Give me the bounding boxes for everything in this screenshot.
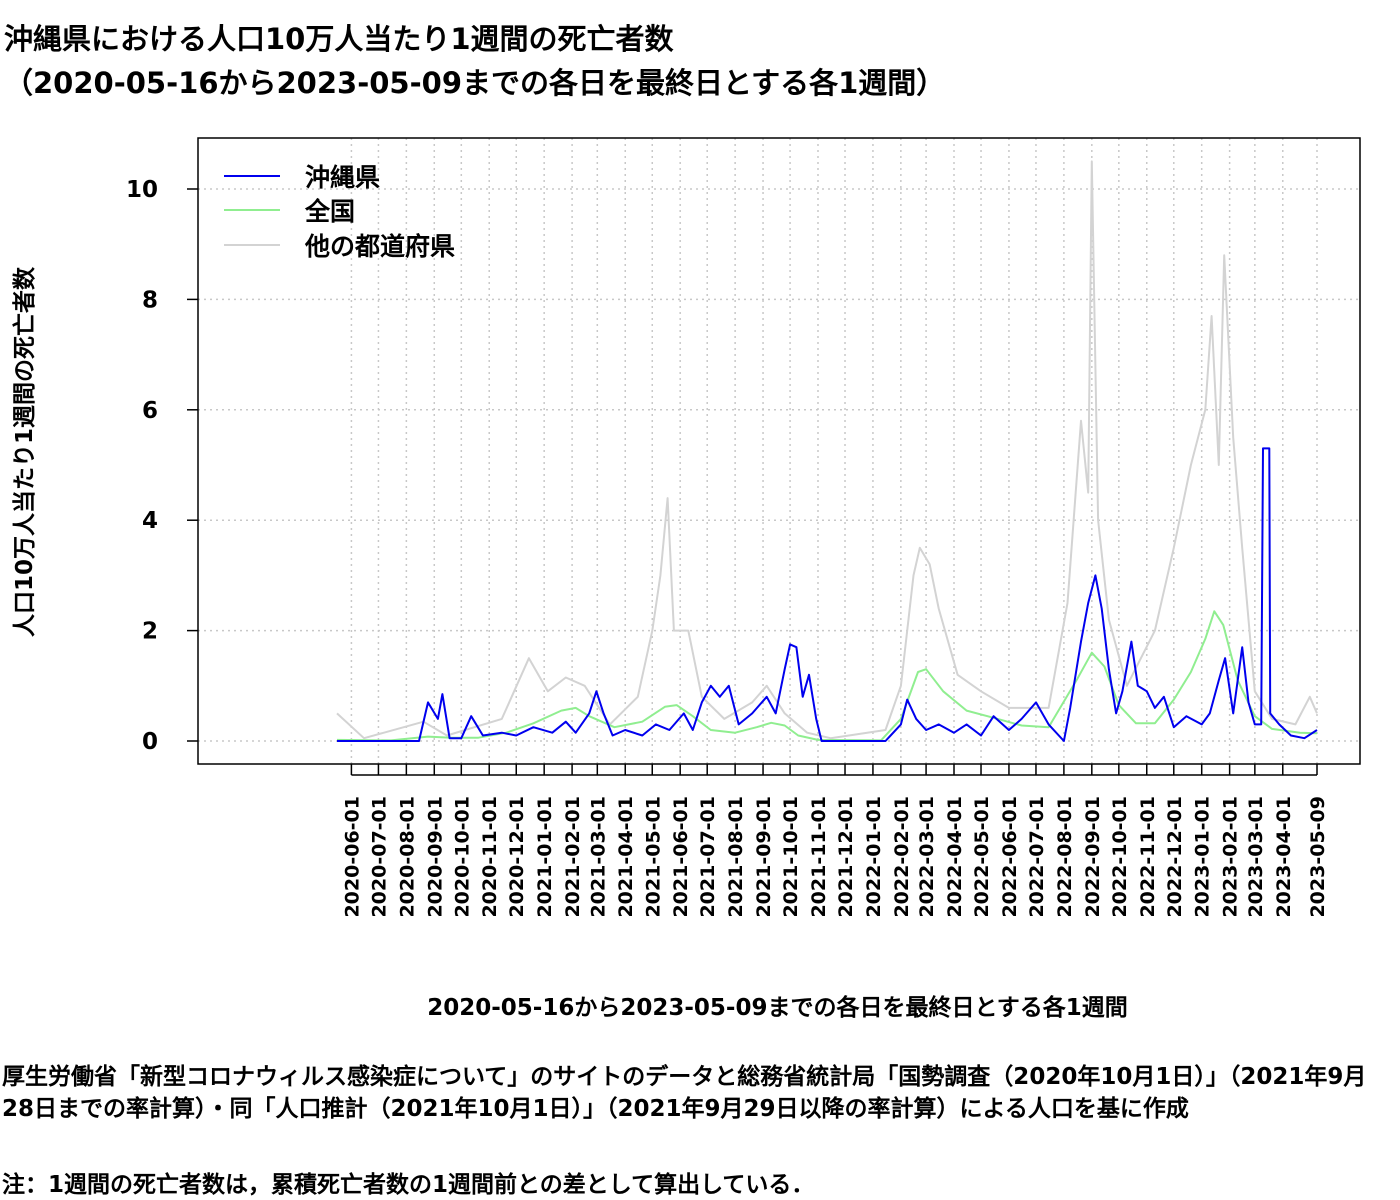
x-tick-label: 2022-09-01 (1082, 796, 1104, 918)
x-tick-label: 2021-02-01 (562, 796, 584, 918)
x-tick-label: 2022-07-01 (1026, 796, 1048, 918)
x-tick-label: 2022-02-01 (891, 796, 913, 918)
x-axis: 2020-06-01 2020-07-01 2020-08-01 2020-09-01… (341, 764, 1329, 918)
y-axis-title: 人口10万人当たり1週間の死亡者数 (12, 266, 38, 638)
plot-frame (197, 137, 1361, 765)
x-tick-label: 2020-09-01 (424, 796, 446, 918)
y-tick-label: 8 (142, 287, 158, 313)
legend-label: 沖縄県 (305, 163, 380, 192)
x-tick-label: 2021-10-01 (780, 796, 802, 918)
chart-title: 沖縄県における人口10万人当たり1週間の死亡者数 (4, 22, 674, 56)
legend-label: 全国 (304, 197, 355, 226)
note-text: 注：1週間の死亡者数は，累積死亡者数の1週間前との差として算出している． (2, 1172, 815, 1198)
x-tick-label: 2022-08-01 (1054, 796, 1076, 918)
national-line (336, 610, 1318, 742)
x-tick-label: 2022-11-01 (1137, 796, 1159, 918)
x-tick-label: 2021-12-01 (835, 796, 857, 918)
x-tick-label: 2021-06-01 (670, 796, 692, 918)
okinawa-line (337, 447, 1318, 742)
x-tick-label: 2022-01-01 (863, 796, 885, 918)
x-tick-label: 2021-08-01 (725, 796, 747, 918)
source-text: 厚生労働省「新型コロナウィルス感染症について」のサイトのデータと総務省統計局「国… (2, 1064, 1367, 1122)
x-tick-label: 2021-01-01 (534, 796, 556, 918)
x-tick-label: 2022-05-01 (971, 796, 993, 918)
other-prefectures-line (336, 160, 1318, 740)
x-tick-label: 2020-12-01 (506, 796, 528, 918)
x-tick-label: 2020-06-01 (341, 796, 363, 918)
y-tick-label: 0 (142, 729, 158, 755)
x-tick-label: 2020-07-01 (368, 796, 390, 918)
x-tick-label: 2022-12-01 (1164, 796, 1186, 918)
other-prefectures-series (336, 160, 1318, 740)
y-tick-label: 6 (142, 398, 158, 424)
x-tick-label: 2023-02-01 (1220, 796, 1242, 918)
x-tick-label: 2020-10-01 (451, 796, 473, 918)
national-series (336, 610, 1318, 742)
x-axis-title: 2020-05-16から2023-05-09までの各日を最終日とする各1週間 (427, 995, 1128, 1021)
y-axis: 0 2 4 6 8 10 (126, 177, 198, 755)
okinawa-series (337, 447, 1318, 742)
x-tick-label: 2022-03-01 (916, 796, 938, 918)
x-tick-label: 2023-01-01 (1192, 796, 1214, 918)
x-tick-label: 2021-03-01 (587, 796, 609, 918)
y-tick-label: 2 (142, 619, 158, 645)
x-tick-label: 2020-08-01 (396, 796, 418, 918)
chart-subtitle: （2020-05-16から2023-05-09までの各日を最終日とする各1週間） (4, 66, 946, 100)
x-tick-label: 2021-05-01 (642, 796, 664, 918)
x-tick-label: 2020-11-01 (479, 796, 501, 918)
x-tick-label: 2023-05-09 (1307, 796, 1329, 918)
x-tick-label: 2023-03-01 (1245, 796, 1267, 918)
x-tick-label: 2023-04-01 (1273, 796, 1295, 918)
grid-lines (198, 138, 1360, 764)
y-tick-label: 10 (126, 177, 158, 203)
x-tick-label: 2022-10-01 (1109, 796, 1131, 918)
x-tick-label: 2021-09-01 (753, 796, 775, 918)
x-tick-label: 2021-07-01 (697, 796, 719, 918)
x-tick-label: 2021-11-01 (808, 796, 830, 918)
y-tick-label: 4 (142, 508, 158, 534)
x-tick-label: 2021-04-01 (615, 796, 637, 918)
x-tick-label: 2022-04-01 (944, 796, 966, 918)
x-tick-label: 2022-06-01 (999, 796, 1021, 918)
legend-label: 他の都道府県 (304, 232, 455, 261)
